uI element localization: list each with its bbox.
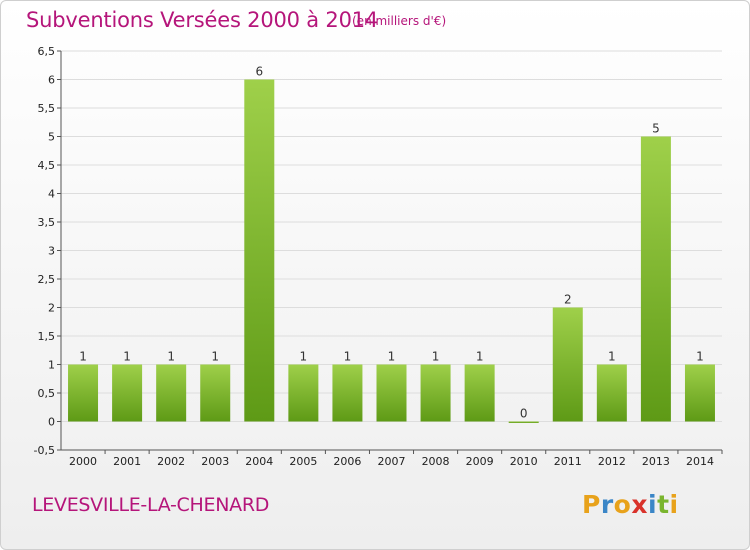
bar-2013 [640,136,671,422]
bar-2005 [288,364,319,422]
data-label-2000: 1 [79,350,87,364]
y-tick-label: 4 [48,188,55,201]
x-tick-label: 2013 [642,455,670,468]
chart-subtitle: (en milliers d'€) [352,14,447,28]
bar-2008 [420,364,451,422]
data-label-2006: 1 [344,350,352,364]
x-tick-label: 2004 [245,455,273,468]
y-tick-label: 0,5 [38,387,56,400]
logo-letter: i [669,490,679,519]
y-tick-label: -0,5 [34,444,55,457]
proxiti-logo: Proxiti [582,490,679,519]
y-tick-label: 5,5 [38,102,56,115]
data-label-2001: 1 [123,350,131,364]
bar-2004 [244,79,275,422]
logo-letter: o [613,490,632,519]
logo-letter: r [600,490,614,519]
x-tick-label: 2010 [510,455,538,468]
axes: -0,5 0 0,5 1 1,5 2 2,5 3 3,5 4 4,5 5 5,5 6 6,5 2000 2001… [34,45,723,468]
y-tick-label: 6,5 [38,45,56,58]
bar-2000 [68,364,99,422]
x-tick-label: 2009 [466,455,494,468]
y-tick-label: 2 [48,302,55,315]
x-tick-label: 2001 [113,455,141,468]
bar-2006 [332,364,363,422]
bar-2014 [684,364,715,422]
data-label-2011: 2 [564,293,572,307]
bar-2012 [596,364,627,422]
x-tick-label: 2000 [69,455,97,468]
data-label-2002: 1 [167,350,175,364]
data-label-2014: 1 [696,350,704,364]
y-tick-label: 5 [48,131,55,144]
x-tick-label: 2008 [422,455,450,468]
y-tick-label: 3 [48,245,55,258]
x-tick-label: 2012 [598,455,626,468]
data-label-2008: 1 [432,350,440,364]
logo-letter: t [657,490,670,519]
y-tick-label: 1 [48,359,55,372]
x-tick-label: 2005 [289,455,317,468]
data-label-2004: 6 [255,65,263,79]
bar-2011 [552,307,583,422]
data-label-2003: 1 [211,350,219,364]
y-tick-label: 4,5 [38,159,56,172]
logo-letter: x [631,490,648,519]
y-tick-label: 0 [48,416,55,429]
bar-2002 [156,364,187,422]
chart-title: Subventions Versées 2000 à 2014 [26,8,379,32]
logo-letter: P [582,490,601,519]
bar-2009 [464,364,495,422]
x-tick-label: 2007 [378,455,406,468]
x-tick-label: 2002 [157,455,185,468]
x-tick-label: 2006 [333,455,361,468]
bar-2001 [112,364,143,422]
x-tick-label: 2011 [554,455,582,468]
x-tick-label: 2003 [201,455,229,468]
data-label-2005: 1 [300,350,308,364]
bar-2010 [508,421,539,423]
bars [68,79,715,423]
y-tick-label: 3,5 [38,216,56,229]
y-tick-label: 6 [48,74,55,87]
data-label-2012: 1 [608,350,616,364]
data-label-2007: 1 [388,350,396,364]
x-tick-label: 2014 [686,455,714,468]
y-tick-label: 2,5 [38,273,56,286]
logo-letter: i [648,490,658,519]
data-label-2009: 1 [476,350,484,364]
data-label-2010: 0 [520,407,528,421]
data-label-2013: 5 [652,122,660,136]
commune-name: LEVESVILLE-LA-CHENARD [32,494,270,516]
bar-2007 [376,364,407,422]
bar-2003 [200,364,231,422]
y-tick-label: 1,5 [38,330,56,343]
